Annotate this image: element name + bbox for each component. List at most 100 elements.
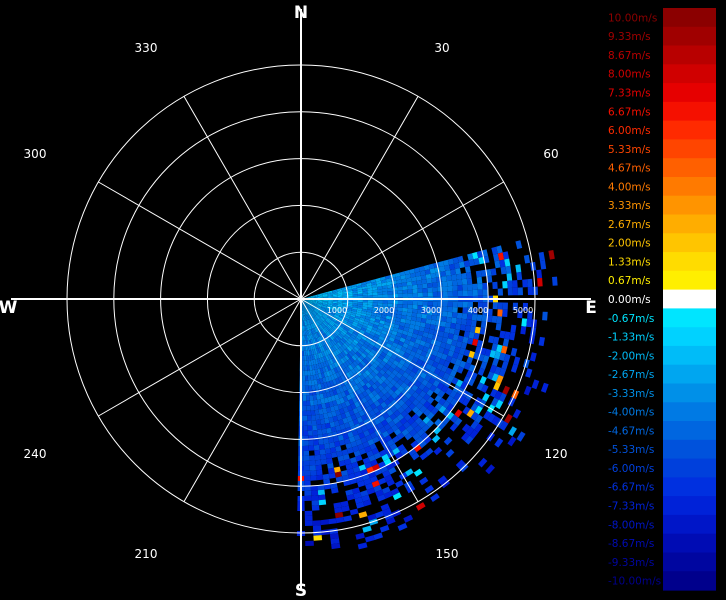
velocity-cell xyxy=(342,290,348,293)
velocity-cell xyxy=(492,358,499,367)
velocity-cell xyxy=(303,320,306,326)
velocity-cell xyxy=(355,344,361,350)
velocity-cell xyxy=(344,355,350,361)
velocity-cell xyxy=(302,360,305,366)
velocity-cell xyxy=(316,469,323,476)
velocity-cell xyxy=(366,353,373,360)
velocity-cell xyxy=(491,315,498,323)
velocity-cell xyxy=(385,332,392,337)
velocity-cell xyxy=(357,300,363,303)
velocity-cell xyxy=(360,338,366,344)
velocity-cell xyxy=(307,300,313,302)
velocity-cell xyxy=(427,282,433,288)
velocity-cell xyxy=(456,279,463,286)
velocity-cell xyxy=(397,304,403,308)
velocity-cell xyxy=(457,395,466,404)
velocity-cell xyxy=(377,291,383,295)
velocity-cell xyxy=(323,382,328,388)
velocity-cell xyxy=(471,314,478,321)
velocity-cell xyxy=(333,466,341,473)
velocity-cell xyxy=(341,505,350,512)
velocity-cell xyxy=(332,302,338,305)
velocity-cell xyxy=(355,335,362,341)
velocity-cell xyxy=(358,464,367,472)
velocity-cell xyxy=(449,263,456,270)
velocity-cell xyxy=(452,307,458,313)
velocity-cell xyxy=(409,350,417,357)
velocity-cell xyxy=(406,331,413,338)
velocity-cell xyxy=(331,452,338,458)
velocity-cell xyxy=(311,311,316,317)
velocity-cell xyxy=(353,450,361,457)
velocity-cell xyxy=(386,375,394,383)
velocity-cell xyxy=(401,388,409,396)
velocity-cell xyxy=(425,318,432,325)
velocity-cell xyxy=(400,365,408,372)
velocity-cell xyxy=(328,323,333,328)
velocity-cell xyxy=(463,330,470,338)
velocity-cell xyxy=(364,369,371,376)
velocity-cell xyxy=(397,286,403,291)
velocity-cell xyxy=(368,334,375,339)
velocity-cell xyxy=(423,400,431,409)
velocity-cell xyxy=(366,346,373,352)
velocity-cell xyxy=(431,434,441,444)
velocity-cell xyxy=(302,370,305,376)
velocity-cell xyxy=(329,341,334,347)
velocity-cell xyxy=(378,346,385,352)
range-label: 3000 xyxy=(421,306,441,315)
velocity-cell xyxy=(317,300,323,302)
velocity-cell xyxy=(306,365,310,371)
velocity-cell xyxy=(413,342,420,349)
velocity-cell xyxy=(376,372,383,379)
velocity-cell xyxy=(354,497,363,504)
velocity-cell xyxy=(317,320,322,325)
velocity-cell xyxy=(342,385,348,392)
velocity-cell xyxy=(309,465,316,471)
velocity-cell xyxy=(313,535,323,541)
velocity-cell xyxy=(364,445,372,453)
velocity-cell xyxy=(386,281,392,286)
velocity-cell xyxy=(306,355,309,361)
velocity-cell xyxy=(311,334,315,340)
velocity-cell xyxy=(309,313,313,318)
angle-label: 60 xyxy=(543,147,558,161)
velocity-cell xyxy=(310,318,314,324)
velocity-cell xyxy=(321,403,327,409)
velocity-cell xyxy=(384,474,393,483)
velocity-cell xyxy=(537,277,543,287)
velocity-cell xyxy=(305,320,308,326)
velocity-cell xyxy=(337,289,343,292)
velocity-cell xyxy=(394,389,402,396)
velocity-cell xyxy=(329,353,334,359)
velocity-cell xyxy=(336,414,343,421)
velocity-cell xyxy=(308,380,312,386)
velocity-cell xyxy=(438,346,445,354)
velocity-cell xyxy=(317,368,321,374)
velocity-cell xyxy=(509,332,516,341)
velocity-cell xyxy=(315,374,320,380)
velocity-cell xyxy=(319,367,324,374)
velocity-cell xyxy=(364,348,371,354)
velocity-cell xyxy=(335,516,345,524)
velocity-cell xyxy=(332,290,338,293)
colorbar-label: 1.33m/s xyxy=(608,257,651,269)
velocity-cell xyxy=(305,304,309,309)
velocity-cell xyxy=(393,382,401,389)
velocity-cell xyxy=(383,378,391,386)
velocity-cell xyxy=(308,435,314,441)
velocity-cell xyxy=(340,358,346,364)
velocity-cell xyxy=(302,305,305,311)
velocity-cell xyxy=(410,320,416,326)
velocity-cell xyxy=(303,305,305,311)
velocity-cell xyxy=(394,402,402,410)
velocity-cell xyxy=(368,322,374,327)
velocity-cell xyxy=(356,376,363,383)
velocity-cell xyxy=(357,349,363,355)
velocity-cell xyxy=(345,463,353,470)
velocity-cell xyxy=(403,514,414,523)
velocity-cell xyxy=(344,389,350,396)
velocity-cell xyxy=(317,347,322,353)
velocity-cell xyxy=(346,308,352,311)
velocity-cell xyxy=(356,285,362,289)
